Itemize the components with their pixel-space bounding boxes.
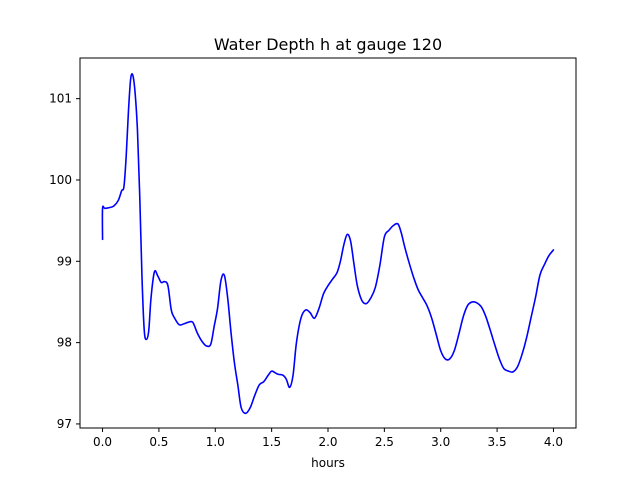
x-tick-label: 1.0 xyxy=(206,435,225,449)
y-tick-label: 101 xyxy=(49,92,72,106)
x-tick-label: 0.5 xyxy=(149,435,168,449)
x-tick-label: 4.0 xyxy=(544,435,563,449)
x-tick-label: 2.5 xyxy=(375,435,394,449)
water-depth-line xyxy=(101,73,555,415)
x-tick-label: 3.5 xyxy=(488,435,507,449)
plot-area-frame xyxy=(79,57,577,429)
chart-title: Water Depth h at gauge 120 xyxy=(214,35,442,54)
y-tick-label: 100 xyxy=(49,173,72,187)
y-tick-label: 99 xyxy=(57,254,72,268)
x-tick-label: 1.5 xyxy=(262,435,281,449)
x-tick-label: 3.0 xyxy=(431,435,450,449)
y-tick-label: 97 xyxy=(57,417,72,431)
x-tick-label: 2.0 xyxy=(318,435,337,449)
y-axis-ticks: 97 98 99 100 101 xyxy=(49,92,80,431)
x-tick-label: 0.0 xyxy=(93,435,112,449)
y-tick-label: 98 xyxy=(57,336,72,350)
x-axis-label: hours xyxy=(311,456,345,470)
x-axis-ticks: 0.0 0.5 1.0 1.5 2.0 2.5 3.0 3.5 4.0 xyxy=(93,428,563,449)
